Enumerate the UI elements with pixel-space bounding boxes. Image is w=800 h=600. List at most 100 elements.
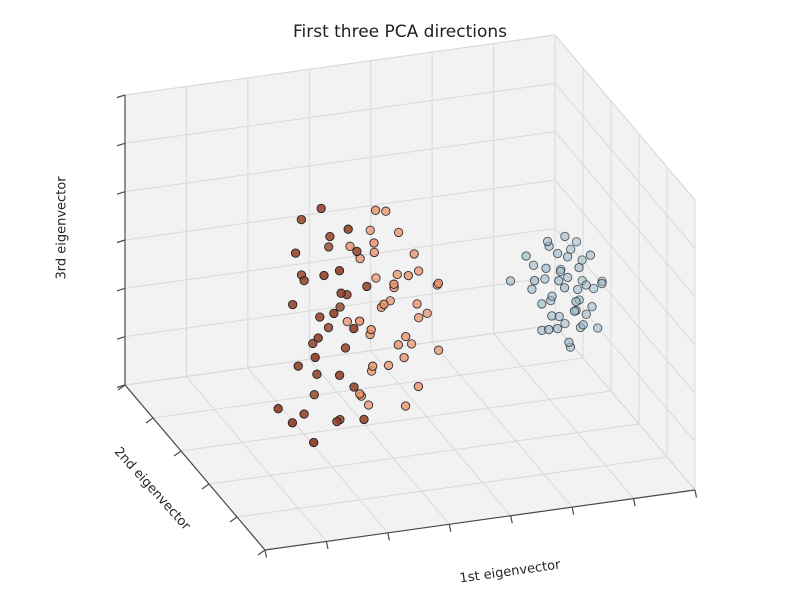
data-point [383, 360, 394, 371]
data-point [293, 361, 303, 371]
data-point [540, 274, 550, 284]
data-point [505, 276, 516, 286]
data-point [325, 231, 335, 242]
data-point [323, 322, 334, 333]
data-point [537, 299, 547, 309]
data-point [581, 280, 591, 290]
data-point [334, 370, 345, 380]
tick-mark [510, 515, 513, 524]
data-point [335, 302, 345, 312]
data-point [587, 302, 597, 312]
tick-mark [264, 549, 268, 558]
data-point [392, 269, 402, 280]
tick-mark [632, 498, 636, 507]
data-point [564, 337, 574, 347]
data-point [329, 308, 339, 319]
data-point [406, 339, 417, 349]
data-point [381, 206, 391, 216]
data-point [573, 284, 583, 295]
data-point [362, 281, 372, 292]
tick-mark [116, 384, 126, 389]
data-point [343, 224, 353, 234]
data-point [552, 248, 563, 259]
data-point [562, 252, 573, 262]
data-point [368, 361, 378, 371]
data-point [577, 255, 587, 265]
data-point [316, 203, 326, 214]
data-point [581, 309, 591, 319]
data-point [345, 241, 355, 251]
data-point [574, 262, 584, 273]
tick-mark [325, 541, 329, 550]
data-point [309, 390, 319, 400]
data-point [585, 250, 596, 260]
data-point [401, 331, 411, 342]
data-point [310, 352, 320, 363]
tick-mark [116, 287, 126, 292]
data-point [355, 389, 365, 399]
data-point [309, 437, 319, 448]
data-point [552, 323, 563, 334]
data-point [366, 324, 376, 335]
tick-mark [145, 417, 154, 424]
data-point [399, 352, 409, 363]
data-point [529, 275, 540, 286]
tick-mark [116, 239, 126, 244]
tick-mark [116, 94, 126, 99]
data-point [571, 237, 582, 247]
data-point [541, 263, 551, 273]
data-point [369, 238, 379, 248]
scatter-points [273, 203, 607, 448]
tick-mark [257, 549, 266, 556]
data-point [379, 299, 389, 309]
data-point [413, 381, 424, 392]
data-point [393, 340, 403, 350]
data-point [370, 205, 381, 215]
data-point [332, 416, 342, 427]
data-point [313, 333, 323, 343]
data-point [299, 275, 309, 286]
data-point [352, 246, 362, 257]
data-point [349, 323, 359, 334]
tick-mark [448, 524, 452, 532]
data-point [414, 313, 424, 323]
data-point [571, 296, 581, 307]
data-point [547, 291, 557, 301]
data-point [563, 272, 573, 283]
data-point [547, 311, 557, 321]
data-point [433, 278, 444, 288]
chart-title: First three PCA directions [292, 22, 508, 42]
data-point [342, 316, 352, 327]
tick-mark [201, 483, 210, 490]
data-point [389, 279, 399, 289]
data-point [288, 299, 298, 310]
data-point [299, 409, 309, 419]
data-point [371, 273, 381, 283]
data-point [403, 270, 413, 281]
data-point [296, 214, 307, 225]
data-point [409, 249, 419, 259]
data-point [365, 225, 375, 235]
tick-mark [116, 191, 126, 195]
data-point [319, 270, 329, 281]
data-point [588, 283, 599, 294]
z-axis-label: 3rd eigenvector [54, 176, 70, 280]
data-point [315, 312, 325, 322]
data-point [287, 418, 298, 428]
data-point [393, 227, 404, 238]
tick-mark [229, 516, 238, 523]
data-point [528, 260, 539, 270]
data-point [542, 236, 553, 247]
data-point [527, 284, 537, 294]
data-point [578, 320, 588, 330]
data-point [354, 316, 365, 326]
data-point [569, 306, 580, 316]
data-point [544, 324, 554, 335]
data-point [560, 231, 570, 242]
tick-mark [571, 507, 575, 515]
data-point [349, 382, 359, 392]
data-point [413, 266, 424, 276]
data-point [312, 369, 322, 379]
